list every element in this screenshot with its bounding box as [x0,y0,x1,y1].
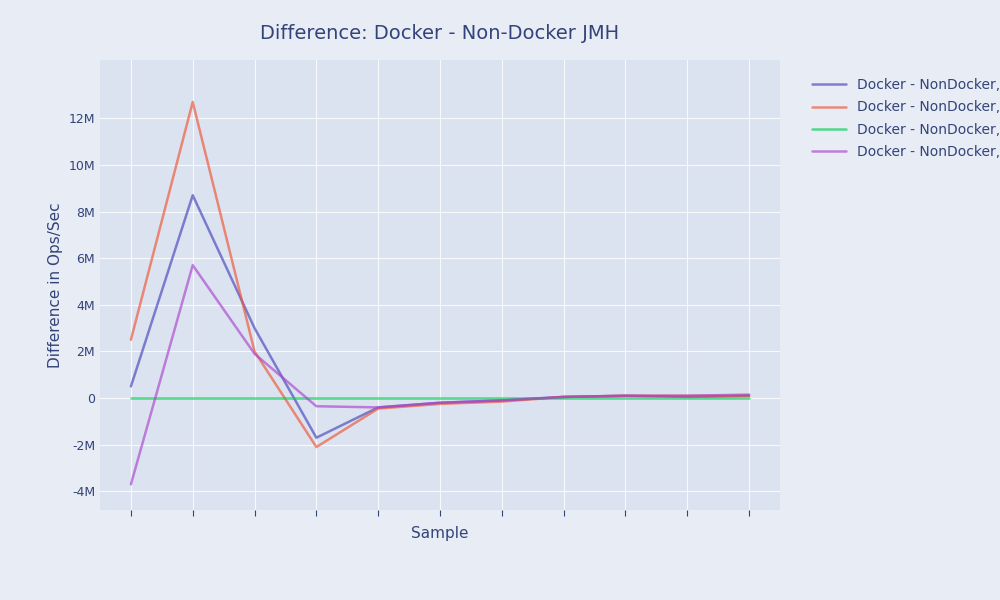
Docker - NonDocker, P90 [187,394,199,401]
Docker - NonDocker, Median [434,400,446,407]
Docker - NonDocker, Median [681,392,693,400]
Docker - NonDocker, P99 [434,399,446,406]
Docker - NonDocker, P99 [249,350,261,358]
Docker - NonDocker, P99 [743,391,755,398]
Line: Docker - NonDocker, Avg: Docker - NonDocker, Avg [131,195,749,438]
Docker - NonDocker, Median [496,398,508,405]
Docker - NonDocker, P90 [372,394,384,401]
Docker - NonDocker, Median [558,394,570,401]
Docker - NonDocker, Median [187,98,199,106]
Docker - NonDocker, P99 [681,392,693,400]
Legend: Docker - NonDocker, Avg, Docker - NonDocker, Median, Docker - NonDocker, P90, Do: Docker - NonDocker, Avg, Docker - NonDoc… [801,67,1000,170]
Line: Docker - NonDocker, Median: Docker - NonDocker, Median [131,102,749,447]
Line: Docker - NonDocker, P99: Docker - NonDocker, P99 [131,265,749,484]
Docker - NonDocker, Median [310,443,322,451]
Docker - NonDocker, Avg [187,191,199,199]
Docker - NonDocker, Avg [681,394,693,401]
Docker - NonDocker, P90 [743,394,755,401]
X-axis label: Sample: Sample [411,526,469,541]
Docker - NonDocker, P90 [434,394,446,401]
Docker - NonDocker, P99 [310,403,322,410]
Docker - NonDocker, Avg [558,394,570,401]
Title: Difference: Docker - Non-Docker JMH: Difference: Docker - Non-Docker JMH [260,24,620,43]
Docker - NonDocker, P90 [125,394,137,401]
Docker - NonDocker, P90 [496,394,508,401]
Docker - NonDocker, Avg [619,392,631,400]
Docker - NonDocker, P99 [619,392,631,400]
Docker - NonDocker, P90 [558,394,570,401]
Docker - NonDocker, P99 [496,397,508,404]
Docker - NonDocker, Median [372,405,384,412]
Docker - NonDocker, P90 [619,394,631,401]
Docker - NonDocker, Avg [125,383,137,390]
Docker - NonDocker, P90 [249,394,261,401]
Docker - NonDocker, P99 [372,404,384,411]
Docker - NonDocker, Median [743,392,755,400]
Y-axis label: Difference in Ops/Sec: Difference in Ops/Sec [48,202,63,368]
Docker - NonDocker, Avg [372,404,384,411]
Docker - NonDocker, P99 [187,262,199,269]
Docker - NonDocker, P99 [558,394,570,401]
Docker - NonDocker, Avg [743,392,755,400]
Docker - NonDocker, P90 [681,394,693,401]
Docker - NonDocker, Median [249,348,261,355]
Docker - NonDocker, P90 [310,394,322,401]
Docker - NonDocker, Avg [434,399,446,406]
Docker - NonDocker, Avg [310,434,322,442]
Docker - NonDocker, Avg [249,325,261,332]
Docker - NonDocker, Median [619,392,631,400]
Docker - NonDocker, Avg [496,397,508,404]
Docker - NonDocker, Median [125,336,137,343]
Docker - NonDocker, P99 [125,481,137,488]
